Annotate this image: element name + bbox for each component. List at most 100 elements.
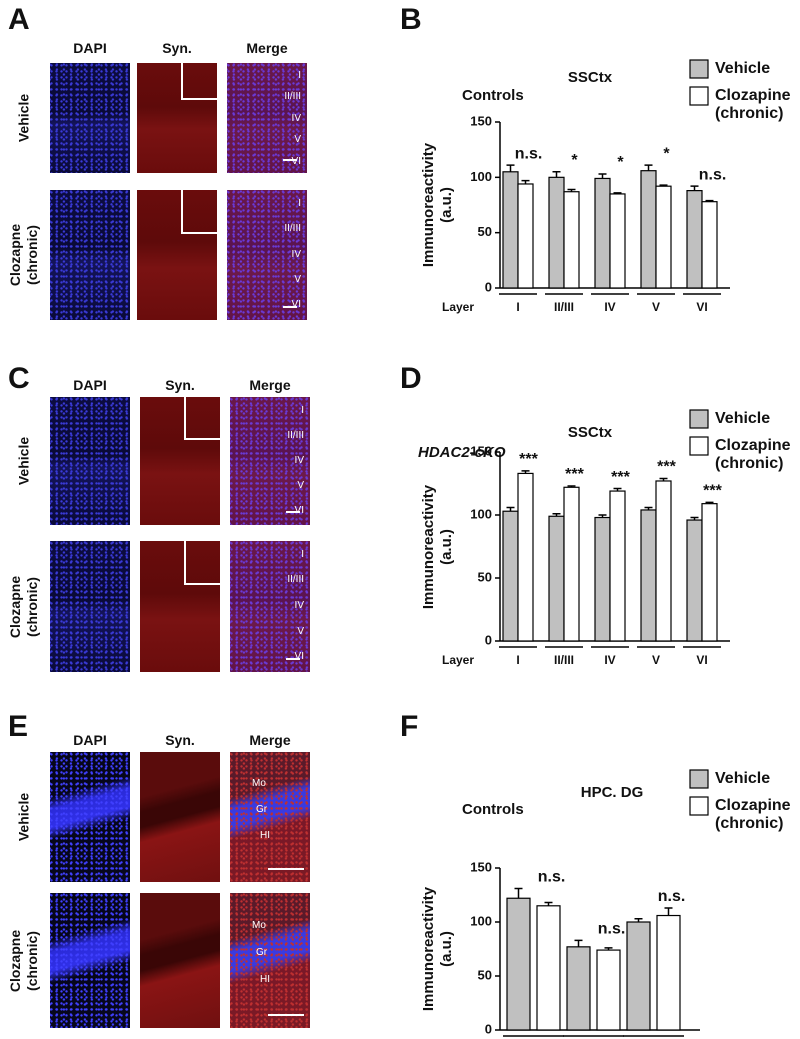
micrograph: I II/III IV V VI	[230, 397, 310, 525]
error-bar	[521, 179, 530, 184]
layer-label: IV	[294, 454, 304, 466]
error-bar	[705, 199, 714, 202]
legend-swatch	[689, 409, 709, 429]
column-heading: DAPI	[73, 40, 107, 56]
layer-label: Mo	[252, 920, 266, 931]
layer-label: IV	[291, 248, 301, 260]
scale-bar	[286, 658, 300, 660]
x-tick-label: IV	[604, 653, 615, 667]
micrograph	[140, 397, 220, 525]
bar	[502, 510, 519, 642]
layer-label: IV	[294, 600, 304, 612]
panel-letter: F	[400, 710, 419, 743]
micrograph: Mo Gr HI	[230, 752, 310, 882]
scale-bar	[283, 159, 297, 161]
micrograph	[140, 893, 220, 1028]
x-tick-label: I	[516, 653, 519, 667]
column-heading: Syn.	[165, 377, 195, 393]
x-tick-label: II/III	[554, 300, 574, 314]
bar	[686, 519, 703, 642]
bar	[548, 176, 565, 289]
scale-bar	[286, 511, 300, 513]
row-label: Clozapne (chronic)	[7, 223, 40, 287]
panel-letter: B	[400, 3, 422, 36]
error-bar	[705, 501, 714, 504]
layer-label: V	[294, 134, 301, 146]
layer-label: VI	[294, 504, 304, 516]
x-tick-label: V	[652, 300, 660, 314]
bar	[626, 921, 651, 1031]
bar	[640, 509, 657, 642]
error-bar	[644, 164, 653, 171]
micrograph	[50, 893, 130, 1028]
micrograph	[50, 397, 130, 525]
y-tick-label: 150	[470, 859, 492, 874]
error-bar	[598, 514, 607, 518]
micrograph	[137, 190, 217, 320]
column-heading: DAPI	[73, 732, 107, 748]
error-bar	[567, 485, 576, 488]
error-bar	[552, 512, 561, 517]
inset-frame	[181, 63, 217, 101]
x-axis-label: Layer	[442, 300, 474, 314]
bar	[536, 905, 561, 1031]
bar	[701, 201, 718, 289]
layer-label: II/III	[284, 223, 301, 235]
panel-letter: D	[400, 362, 422, 395]
error-bar	[506, 506, 515, 512]
inset-frame	[184, 541, 220, 585]
y-axis-label: Immunoreactivity (a.u.)	[420, 886, 455, 1012]
error-bar	[598, 173, 607, 179]
significance-label: n.s.	[515, 145, 543, 162]
legend-swatch	[689, 86, 709, 106]
y-tick-label: 0	[485, 279, 492, 294]
panel-letter: E	[8, 710, 29, 743]
bar	[609, 193, 626, 289]
significance-label: *	[571, 152, 578, 169]
chart-subtitle: Controls	[462, 87, 524, 104]
row-label: Vehicle	[15, 436, 32, 486]
y-tick-label: 150	[470, 443, 492, 458]
y-tick-label: 50	[478, 569, 492, 584]
error-bar	[604, 947, 613, 951]
layer-label: Gr	[256, 947, 268, 958]
micrograph	[137, 63, 217, 173]
column-heading: Syn.	[162, 40, 192, 56]
inset-frame	[181, 190, 217, 234]
bar	[686, 190, 703, 289]
significance-label: ***	[519, 451, 538, 468]
micrograph	[50, 752, 130, 882]
layer-label: VI	[291, 155, 301, 167]
micrograph	[50, 541, 130, 672]
significance-label: *	[617, 154, 624, 171]
error-bar	[521, 470, 530, 474]
legend-swatch	[689, 59, 709, 79]
x-tick-label: II/III	[554, 653, 574, 667]
layer-label: II/III	[287, 429, 304, 441]
panel-letter: C	[8, 362, 30, 395]
error-bar	[574, 939, 583, 947]
chart-subtitle: HDAC2-cKO	[418, 444, 506, 461]
layer-label: I	[301, 548, 304, 560]
layer-label: Mo	[252, 778, 266, 789]
y-tick-label: 0	[485, 1021, 492, 1036]
scale-bar	[268, 868, 304, 870]
error-bar	[552, 171, 561, 178]
column-heading: Merge	[246, 40, 288, 56]
legend-label: Vehicle	[715, 770, 771, 787]
row-label: Clozapne (chronic)	[7, 575, 40, 638]
x-tick-label: V	[652, 653, 660, 667]
error-bar	[659, 184, 668, 187]
legend-swatch	[689, 769, 709, 789]
scale-bar	[268, 1014, 304, 1016]
y-tick-label: 0	[485, 632, 492, 647]
micrograph: I II/III IV V VI	[230, 541, 310, 672]
error-bar	[567, 188, 576, 192]
error-bar	[544, 901, 553, 906]
error-bar	[613, 487, 622, 492]
bar	[701, 503, 718, 642]
chart-title: HPC. DG	[581, 784, 644, 801]
chart-subtitle: Controls	[462, 801, 524, 818]
